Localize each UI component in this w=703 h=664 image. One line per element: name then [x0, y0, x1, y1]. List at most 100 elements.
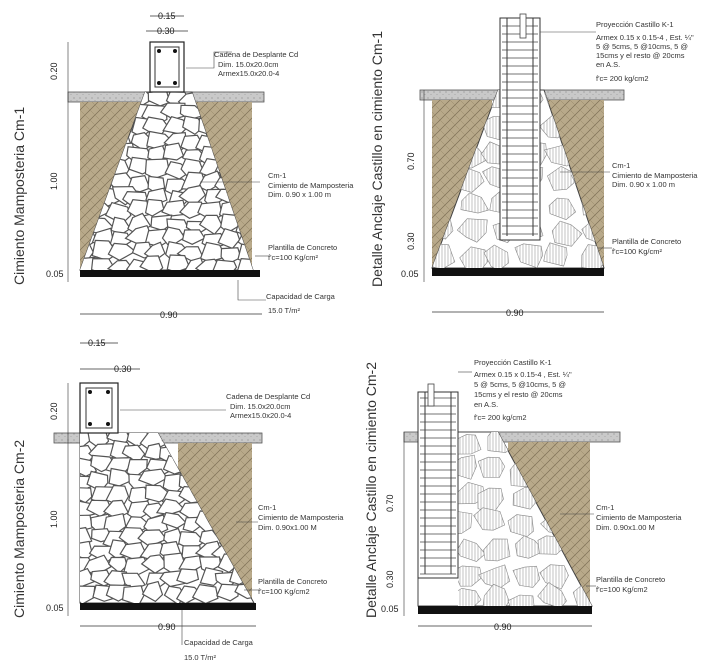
dim-030: 0.30 [385, 570, 395, 588]
dim-030: 0.30 [406, 232, 416, 250]
stone [106, 259, 134, 270]
stone [108, 467, 135, 487]
column-top-marker [519, 13, 527, 39]
hatched-stone [460, 192, 489, 214]
hatched-stone [512, 565, 541, 588]
concrete-base [432, 268, 604, 276]
dim-070: 0.70 [406, 152, 416, 170]
rebar [106, 390, 110, 394]
dim-100: 1.00 [49, 172, 59, 190]
hatched-stone [456, 218, 488, 243]
hatched-stone [482, 583, 510, 606]
stone [176, 568, 200, 585]
dim-030: 0.30 [157, 26, 175, 36]
hatched-stone [514, 535, 545, 559]
castillo-column [499, 17, 541, 241]
panel-title-castillo-cm1: Detalle Anclaje Castillo en cimiento Cm-… [369, 31, 385, 287]
hatched-stone [458, 587, 482, 606]
stone [137, 468, 168, 487]
panel-title-cm2: Cimiento Mamposteria Cm-2 [11, 440, 27, 618]
chain-beam-stirrup [85, 387, 113, 429]
stirrups [420, 397, 456, 575]
rebar [173, 81, 177, 85]
stone [80, 540, 94, 561]
stone [140, 554, 169, 574]
leader-cadena [186, 51, 232, 69]
label-cimiento: Cm-1 Cimiento de Mamposteria Dim. 0.90 x… [612, 161, 700, 189]
dim-090: 0.90 [158, 622, 176, 632]
dim-005: 0.05 [381, 604, 399, 614]
concrete-base [80, 603, 256, 610]
hatched-stone [514, 243, 544, 268]
hatched-stone [507, 594, 535, 606]
leader-capacidad [237, 280, 266, 301]
rebar [106, 422, 110, 426]
label-cimiento: Cm-1 Cimiento de Mamposteria Dim. 0.90 x… [268, 171, 356, 199]
dim-005: 0.05 [46, 603, 64, 613]
hatched-stone [548, 197, 577, 220]
stone [80, 486, 93, 504]
label-plantilla: Plantilla de Concreto f'c=100 Kg/cm² [612, 237, 683, 256]
label-castillo: Proyección Castillo K-1 Armex 0.15 x 0.1… [474, 358, 574, 422]
rebar [88, 390, 92, 394]
dim-005: 0.05 [46, 269, 64, 279]
stone [141, 580, 164, 603]
stirrups [502, 25, 538, 235]
panel-title-castillo-cm2: Detalle Anclaje Castillo en cimiento Cm-… [363, 362, 379, 618]
label-castillo: Proyección Castillo K-1 Armex 0.15 x 0.1… [596, 20, 696, 83]
label-cimiento: Cm-1 Cimiento de Mamposteria Dim. 0.90x1… [258, 503, 346, 532]
rebar [157, 81, 161, 85]
rebar [157, 49, 161, 53]
stone [235, 257, 253, 270]
hatched-stone [543, 242, 568, 267]
hatched-stone [483, 538, 511, 562]
dim-090: 0.90 [160, 310, 178, 320]
stone [191, 583, 219, 603]
rebar [173, 49, 177, 53]
stone [144, 198, 165, 217]
label-capacidad: Capacidad de Carga 15.0 T/m² [266, 292, 337, 315]
stone [162, 142, 185, 161]
label-plantilla: Plantilla de Concreto f'c=100 Kg/cm² [268, 243, 339, 262]
stone [175, 585, 203, 603]
label-plantilla: Plantilla de Concreto f'c=100 Kg/cm2 [596, 575, 667, 594]
hatched-stone [539, 564, 569, 590]
hatched-stone [477, 456, 506, 478]
stone [198, 214, 223, 235]
dim-015: 0.15 [88, 338, 106, 348]
panel-title-cm1: Cimiento Mamposteria Cm-1 [11, 107, 27, 285]
stone [139, 255, 164, 270]
dim-020: 0.20 [49, 62, 59, 80]
label-cimiento: Cm-1 Cimiento de Mamposteria Dim. 0.90x1… [596, 503, 684, 532]
concrete-base [418, 606, 592, 614]
chain-beam [149, 41, 185, 93]
dim-005: 0.05 [401, 269, 419, 279]
rebar [88, 422, 92, 426]
stone [80, 585, 96, 603]
label-cadena: Cadena de Desplante Cd Dim. 15.0x20.0cm … [214, 50, 300, 78]
hatched-stone [473, 507, 506, 531]
panel-cm2-section: Cimiento Mamposteria Cm-2 0.15 0.30 0.20… [11, 338, 346, 662]
hatched-stone [458, 510, 473, 534]
dim-100: 1.00 [49, 510, 59, 528]
stone [212, 259, 238, 270]
hatched-stone [459, 246, 489, 268]
hatched-stone [551, 220, 583, 247]
dim-070: 0.70 [385, 494, 395, 512]
panel-castillo-cm2: Detalle Anclaje Castillo en cimiento Cm-… [363, 358, 684, 632]
label-plantilla: Plantilla de Concreto f'c=100 Kg/cm2 [258, 577, 329, 596]
stone [166, 254, 191, 270]
stone [217, 227, 241, 250]
hatched-stone [458, 454, 477, 480]
label-capacidad: Capacidad de Carga 15.0 T/m² [184, 638, 255, 662]
stone [181, 229, 206, 245]
dim-090: 0.90 [494, 622, 512, 632]
chain-beam-stirrup [154, 46, 180, 88]
dim-090: 0.90 [506, 308, 524, 318]
column-top-marker [427, 383, 435, 407]
stone [161, 511, 187, 529]
stone [121, 585, 145, 603]
dim-020: 0.20 [49, 402, 59, 420]
